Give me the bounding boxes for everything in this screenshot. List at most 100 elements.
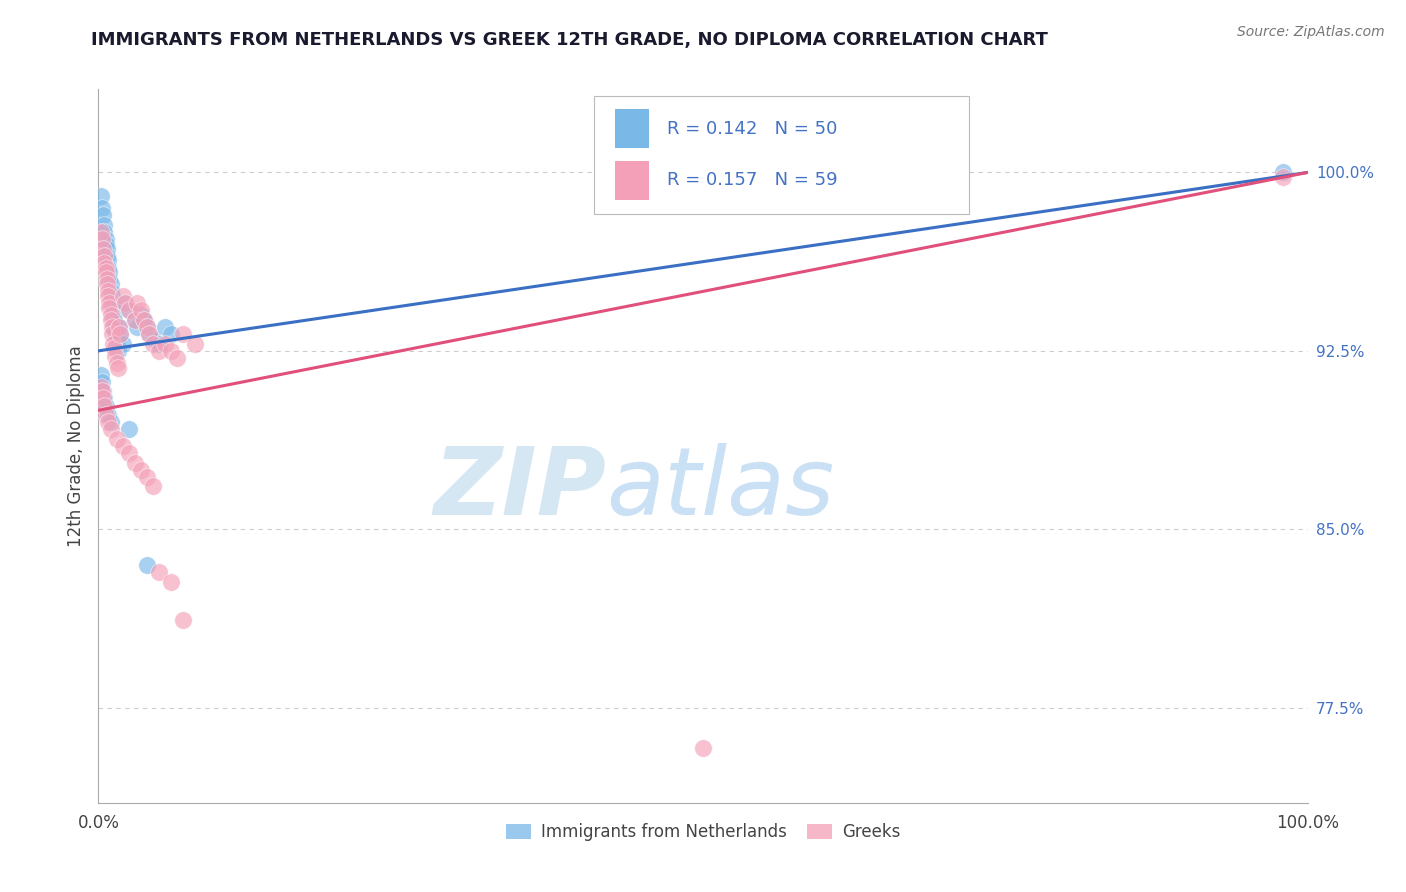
- Point: [172, 327, 194, 342]
- Point: [97, 260, 120, 275]
- Point: [118, 422, 141, 436]
- Point: [135, 320, 157, 334]
- Point: [107, 360, 129, 375]
- Point: [91, 232, 114, 246]
- Point: [135, 470, 157, 484]
- Point: [138, 327, 160, 342]
- Point: [124, 313, 146, 327]
- Point: [94, 265, 117, 279]
- Point: [94, 399, 117, 413]
- Point: [98, 301, 121, 315]
- Point: [93, 249, 115, 263]
- Point: [104, 325, 127, 339]
- Point: [108, 320, 131, 334]
- Point: [135, 320, 157, 334]
- Point: [148, 565, 170, 579]
- Point: [97, 285, 120, 299]
- Point: [148, 343, 170, 358]
- Point: [96, 249, 118, 263]
- Point: [108, 327, 131, 342]
- Point: [142, 332, 165, 346]
- Point: [100, 289, 122, 303]
- Point: [160, 343, 183, 358]
- Point: [118, 303, 141, 318]
- Text: R = 0.157   N = 59: R = 0.157 N = 59: [666, 171, 838, 189]
- Point: [100, 277, 122, 292]
- Text: ZIP: ZIP: [433, 442, 606, 535]
- Point: [93, 225, 115, 239]
- Point: [160, 574, 183, 589]
- Point: [129, 463, 152, 477]
- Point: [97, 253, 120, 268]
- Point: [100, 285, 122, 299]
- Point: [105, 336, 128, 351]
- Point: [104, 349, 127, 363]
- Point: [100, 320, 122, 334]
- Point: [94, 232, 117, 246]
- Point: [142, 479, 165, 493]
- Point: [111, 336, 134, 351]
- Point: [100, 327, 122, 342]
- Point: [91, 384, 114, 399]
- Point: [166, 351, 188, 365]
- Point: [94, 260, 117, 275]
- Point: [98, 265, 121, 279]
- Point: [100, 415, 122, 429]
- Point: [96, 272, 118, 286]
- Point: [101, 301, 124, 315]
- Point: [91, 384, 114, 399]
- Point: [96, 277, 118, 292]
- Point: [108, 320, 131, 334]
- Point: [90, 368, 112, 382]
- Point: [101, 308, 124, 322]
- Point: [138, 327, 160, 342]
- Point: [1272, 165, 1295, 179]
- Point: [94, 408, 117, 422]
- Point: [98, 296, 121, 310]
- Point: [142, 336, 165, 351]
- Legend: Immigrants from Netherlands, Greeks: Immigrants from Netherlands, Greeks: [499, 817, 907, 848]
- Point: [114, 296, 136, 310]
- Point: [98, 272, 121, 286]
- Point: [129, 308, 152, 322]
- Point: [692, 741, 714, 756]
- Point: [103, 313, 125, 327]
- Point: [134, 313, 156, 327]
- Point: [93, 256, 115, 270]
- Point: [105, 356, 128, 370]
- Point: [124, 313, 146, 327]
- Point: [93, 399, 115, 413]
- Point: [105, 332, 128, 346]
- Point: [105, 432, 128, 446]
- Point: [97, 289, 120, 303]
- Text: IMMIGRANTS FROM NETHERLANDS VS GREEK 12TH GRADE, NO DIPLOMA CORRELATION CHART: IMMIGRANTS FROM NETHERLANDS VS GREEK 12T…: [91, 31, 1049, 49]
- Point: [184, 336, 207, 351]
- Text: Source: ZipAtlas.com: Source: ZipAtlas.com: [1237, 25, 1385, 39]
- Point: [127, 320, 149, 334]
- Point: [135, 558, 157, 572]
- Point: [108, 327, 131, 342]
- Text: R = 0.142   N = 50: R = 0.142 N = 50: [666, 120, 837, 137]
- Point: [100, 313, 122, 327]
- Point: [118, 446, 141, 460]
- Point: [90, 189, 112, 203]
- FancyBboxPatch shape: [595, 96, 969, 214]
- Bar: [614, 161, 648, 200]
- Point: [93, 392, 115, 406]
- Point: [134, 313, 156, 327]
- Point: [91, 375, 114, 389]
- Point: [1272, 170, 1295, 185]
- Point: [100, 296, 122, 310]
- Point: [103, 342, 125, 356]
- Point: [91, 201, 114, 215]
- Point: [91, 392, 114, 406]
- Bar: [614, 109, 648, 148]
- Point: [107, 343, 129, 358]
- Point: [101, 336, 124, 351]
- Point: [103, 320, 125, 334]
- Point: [111, 439, 134, 453]
- Point: [100, 308, 122, 322]
- Point: [127, 296, 149, 310]
- Point: [91, 208, 114, 222]
- Point: [153, 336, 176, 351]
